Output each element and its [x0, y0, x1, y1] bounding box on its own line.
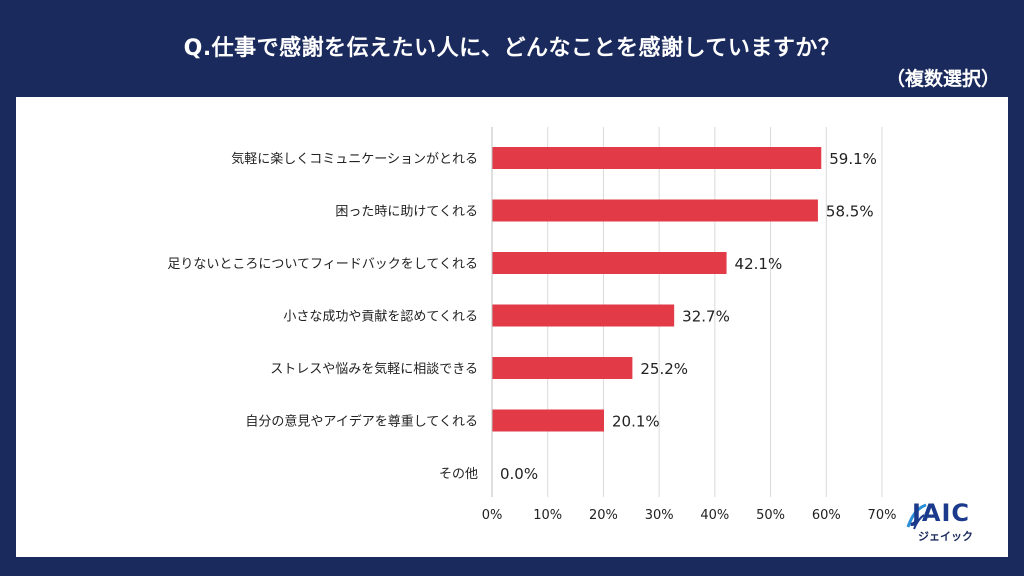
- bar: [492, 357, 633, 379]
- bar: [492, 304, 675, 327]
- bar: [492, 199, 818, 222]
- data-label: 20.1%: [612, 413, 660, 431]
- category-label: ストレスや悩みを気軽に相談できる: [270, 361, 478, 377]
- x-tick-label: 50%: [756, 508, 785, 523]
- logo-text: JAIC: [912, 499, 971, 527]
- bar: [492, 252, 727, 274]
- x-tick-label: 30%: [645, 508, 674, 523]
- data-label: 25.2%: [640, 360, 688, 378]
- x-tick-label: 20%: [589, 508, 618, 523]
- data-label: 42.1%: [735, 255, 783, 273]
- bar: [492, 409, 604, 432]
- page-subtitle: （複数選択）: [885, 68, 1000, 90]
- category-label: 自分の意見やアイデアを尊重してくれる: [245, 414, 478, 430]
- data-label: 0.0%: [500, 465, 538, 483]
- data-label: 32.7%: [682, 308, 730, 326]
- bar: [492, 147, 822, 169]
- category-label: その他: [439, 467, 478, 482]
- category-label: 小さな成功や貢献を認めてくれる: [283, 309, 478, 325]
- page-title: Q.仕事で感謝を伝えたい人に、どんなことを感謝していますか？: [183, 36, 841, 61]
- company-logo: JAIC ジェイック: [904, 497, 994, 547]
- x-tick-label: 70%: [868, 508, 897, 523]
- x-tick-label: 60%: [812, 508, 841, 523]
- data-label: 58.5%: [826, 203, 874, 221]
- bar-chart: 0% 10% 20% 30% 40% 50% 60% 70% 気軽に楽しくコミュニケーションがと…: [167, 127, 897, 523]
- category-label: 困った時に助けてくれる: [335, 205, 478, 220]
- x-tick-label: 0%: [482, 508, 503, 523]
- category-label: 気軽に楽しくコミュニケーションがとれる: [231, 151, 478, 167]
- data-label: 59.1%: [829, 150, 877, 168]
- category-label: 足りないところについてフィードバックをしてくれる: [167, 257, 478, 272]
- x-tick-label: 40%: [700, 508, 729, 523]
- logo-subtext: ジェイック: [918, 530, 973, 543]
- logo-swoosh-icon: [906, 503, 927, 530]
- chart-panel: 0% 10% 20% 30% 40% 50% 60% 70% 気軽に楽しくコミュニケーションがと…: [16, 97, 1008, 557]
- x-tick-label: 10%: [533, 508, 562, 523]
